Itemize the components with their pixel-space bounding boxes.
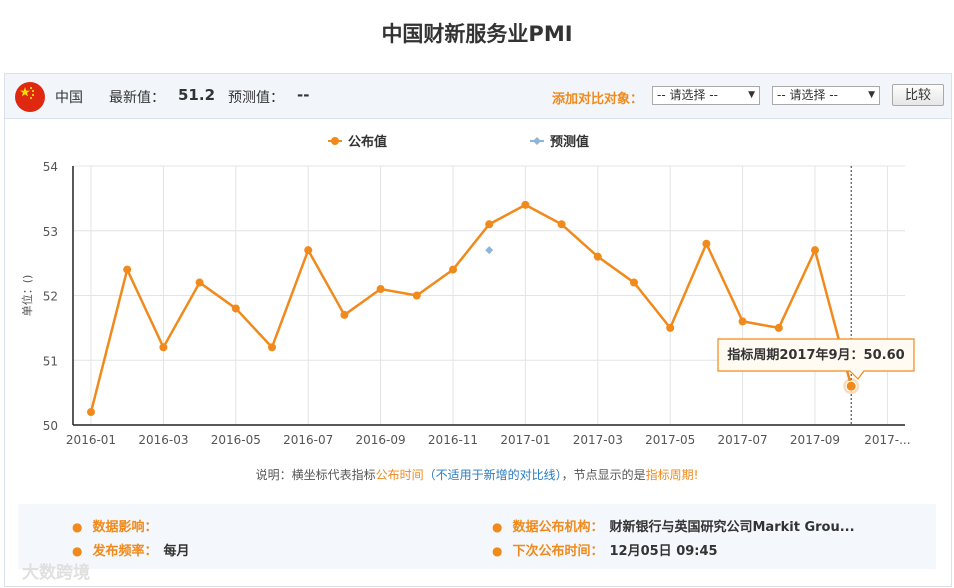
info-frequency-value: 每月 xyxy=(163,544,190,559)
y-tick-label: 52 xyxy=(43,290,58,304)
forecast-value-label: 预测值： xyxy=(228,90,284,106)
country-label: 中国 xyxy=(55,90,83,106)
dropdown-arrow-icon: ▼ xyxy=(868,90,875,100)
data-point xyxy=(304,246,313,255)
x-tick-label: 2017-... xyxy=(864,433,910,447)
compare-select-1[interactable]: -- 请选择 -- ▼ xyxy=(652,86,760,105)
chart-panel: 中国 最新值： 51.2 预测值： -- 添加对比对象： -- 请选择 -- ▼… xyxy=(4,73,952,587)
tooltip-text: 指标周期2017年9月：50.60 xyxy=(727,347,904,363)
forecast-point xyxy=(485,246,494,255)
y-tick-label: 50 xyxy=(43,419,58,433)
x-tick-label: 2017-03 xyxy=(573,433,623,447)
data-point xyxy=(557,220,566,229)
data-point xyxy=(630,278,638,287)
bullet-icon: ● xyxy=(72,520,83,534)
data-point xyxy=(195,278,204,287)
compare-select-2-value: -- 请选择 -- xyxy=(777,88,838,102)
y-axis-label: 单位：() xyxy=(20,275,34,317)
x-tick-label: 2016-11 xyxy=(428,433,478,447)
data-point xyxy=(485,220,494,229)
forecast-value: -- xyxy=(297,86,310,104)
header-bar: 中国 最新值： 51.2 预测值： -- 添加对比对象： -- 请选择 -- ▼… xyxy=(5,74,951,119)
pmi-line-chart: 50 51 52 53 54 2016-01 2016-03 2016-05 2016-07 20… xyxy=(20,134,915,447)
legend-marker-forecast xyxy=(533,137,541,145)
note-not-applicable: （不适用于新增的对比线） xyxy=(423,468,562,482)
bullet-icon: ● xyxy=(72,544,83,558)
latest-value: 51.2 xyxy=(178,86,216,104)
x-tick-label: 2016-05 xyxy=(211,433,261,447)
y-tick-label: 51 xyxy=(43,354,58,368)
legend-label-forecast: 预测值 xyxy=(550,134,589,150)
info-frequency: ● 发布频率： 每月 xyxy=(72,540,190,559)
x-tick-label: 2017-05 xyxy=(645,433,695,447)
compare-select-2[interactable]: -- 请选择 -- ▼ xyxy=(772,86,880,105)
legend-label-published: 公布值 xyxy=(348,134,387,150)
note-publish-time: 公布时间 xyxy=(375,468,424,482)
compare-label: 添加对比对象： xyxy=(552,92,644,107)
x-tick-label: 2017-07 xyxy=(718,433,768,447)
info-frequency-label: 发布频率： xyxy=(92,544,158,559)
x-tick-label: 2016-09 xyxy=(356,433,406,447)
compare-select-1-value: -- 请选择 -- xyxy=(657,88,718,102)
data-point xyxy=(87,408,95,417)
info-next-release-value: 12月05日 09:45 xyxy=(609,544,718,559)
chart-note: 说明：横坐标代表指标公布时间（不适用于新增的对比线），节点显示的是指标周期! xyxy=(0,466,954,483)
data-point xyxy=(449,265,457,274)
info-box: ● 数据影响： ● 数据公布机构： 财新银行与英国研究公司Markit Grou...… xyxy=(18,504,936,569)
x-tick-label: 2017-01 xyxy=(500,433,550,447)
info-impact-label: 数据影响： xyxy=(92,520,158,535)
series-line-published xyxy=(89,203,853,413)
legend-marker-published xyxy=(331,137,339,145)
data-point xyxy=(268,343,276,352)
data-point xyxy=(521,200,530,209)
data-point xyxy=(702,239,711,248)
y-tick-label: 53 xyxy=(43,225,58,239)
info-org-label: 数据公布机构： xyxy=(512,520,604,535)
data-point xyxy=(159,343,168,352)
x-tick-label: 2016-07 xyxy=(283,433,333,447)
info-next-release: ● 下次公布时间： 12月05日 09:45 xyxy=(492,540,718,559)
latest-value-label: 最新值： xyxy=(109,90,165,106)
note-mid: ，节点显示的是 xyxy=(561,468,646,482)
page-title: 中国财新服务业PMI xyxy=(381,22,573,46)
x-tick-label: 2017-09 xyxy=(790,433,840,447)
data-point xyxy=(811,246,819,255)
data-point xyxy=(593,252,602,261)
china-flag-icon xyxy=(15,82,45,112)
data-point xyxy=(376,285,385,294)
x-tick-label: 2016-01 xyxy=(66,433,116,447)
data-point xyxy=(666,323,675,332)
compare-button[interactable]: 比较 xyxy=(892,84,944,106)
data-point xyxy=(412,291,421,300)
watermark-logo: 大数跨境 xyxy=(22,563,90,583)
tooltip-box xyxy=(717,338,915,380)
data-point xyxy=(845,380,857,392)
bullet-icon: ● xyxy=(492,544,503,558)
data-point xyxy=(123,265,132,274)
y-tick-label: 54 xyxy=(43,160,58,174)
info-org: ● 数据公布机构： 财新银行与英国研究公司Markit Grou... xyxy=(492,516,855,535)
note-period: 指标周期! xyxy=(645,468,699,482)
data-point xyxy=(738,317,747,326)
info-org-value: 财新银行与英国研究公司Markit Grou... xyxy=(609,520,855,535)
info-next-release-label: 下次公布时间： xyxy=(512,544,604,559)
data-point xyxy=(231,304,240,313)
data-point xyxy=(340,310,349,319)
x-tick-label: 2016-03 xyxy=(138,433,188,447)
note-prefix: 说明：横坐标代表指标 xyxy=(255,468,376,482)
dropdown-arrow-icon: ▼ xyxy=(748,90,755,100)
info-impact: ● 数据影响： xyxy=(72,516,164,535)
data-point xyxy=(774,323,783,332)
bullet-icon: ● xyxy=(492,520,503,534)
